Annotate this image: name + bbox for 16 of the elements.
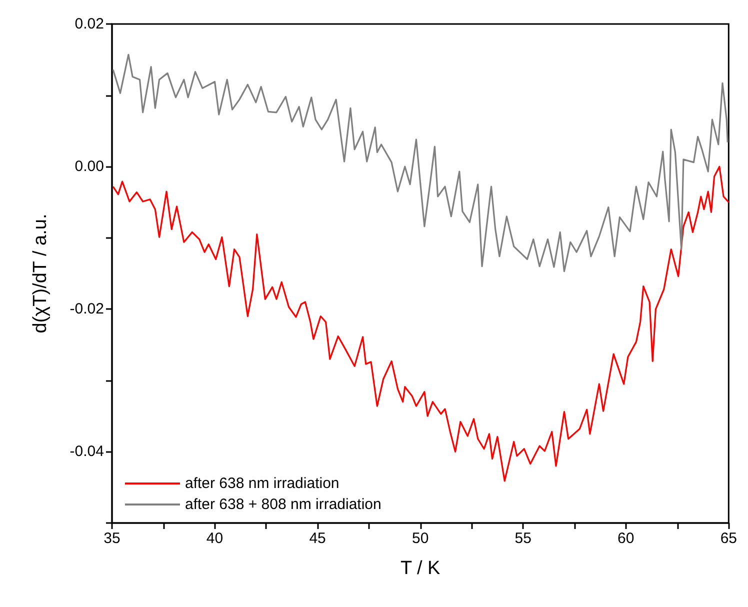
y-tick-label: 0.00	[74, 158, 104, 176]
x-tick-label: 65	[720, 530, 737, 547]
x-axis-title: T / K	[400, 558, 441, 579]
x-tick-label: 40	[206, 530, 224, 547]
x-tick-label: 55	[514, 530, 532, 547]
legend-label: after 638 nm irradiation	[185, 475, 340, 492]
line-series	[112, 54, 728, 272]
x-tick-label: 45	[309, 530, 326, 547]
legend-label: after 638 + 808 nm irradiation	[185, 496, 382, 513]
y-tick-label: 0.02	[74, 16, 104, 32]
y-tick-label: -0.02	[70, 300, 104, 318]
y-tick-label: -0.04	[70, 443, 104, 460]
x-tick-label: 35	[104, 530, 120, 547]
y-axis-title: d(χT)/dT / a.u.	[30, 214, 51, 334]
x-tick-label: 50	[412, 530, 429, 547]
x-tick-label: 60	[618, 530, 634, 547]
